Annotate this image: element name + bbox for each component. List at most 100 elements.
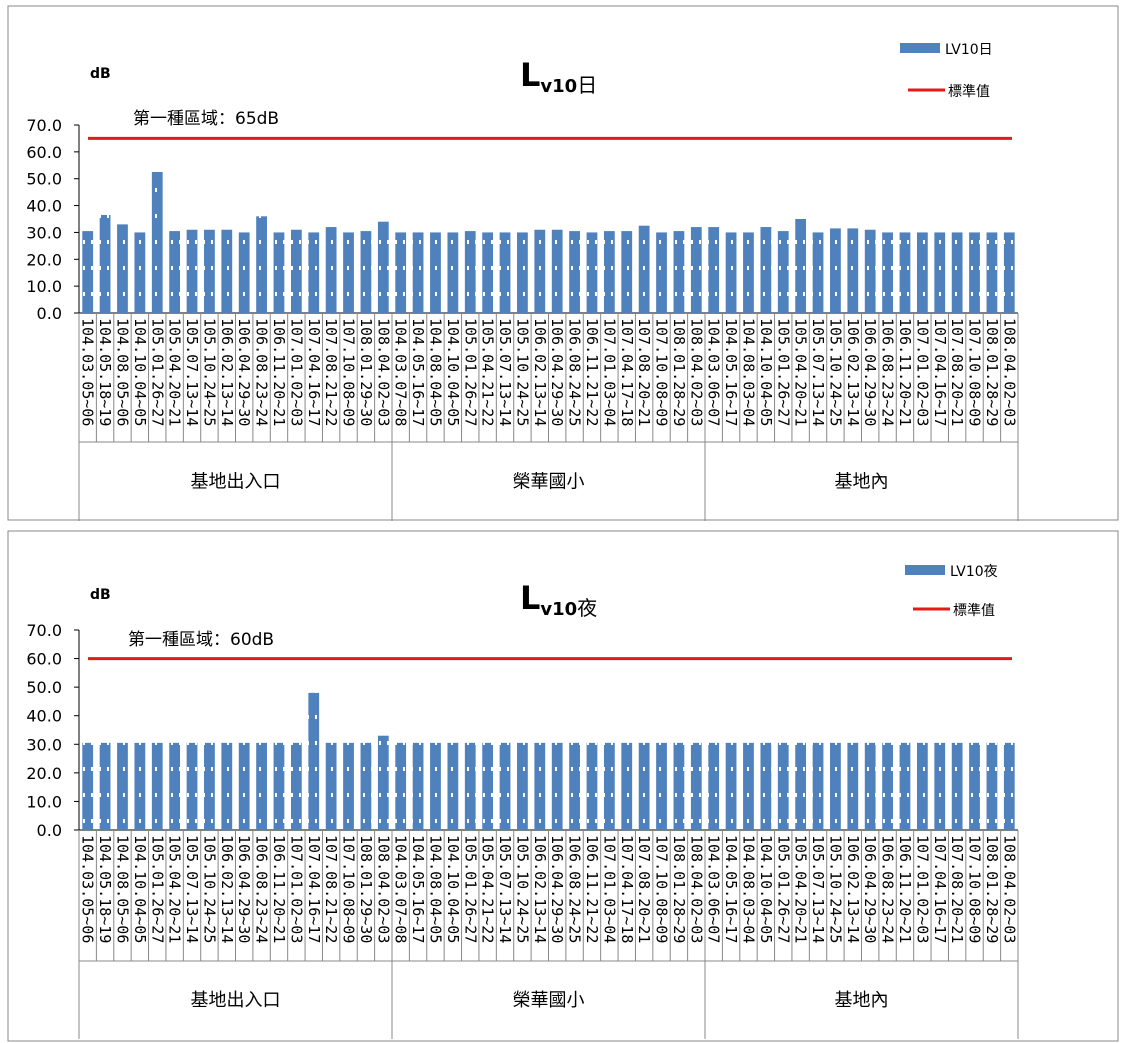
bar [673, 742, 685, 830]
category-tick-label: 107.08.21~22 [322, 835, 340, 943]
category-tick-label: 107.04.17~18 [618, 318, 636, 426]
category-tick-label: 107.08.21~22 [322, 318, 340, 426]
category-tick-label: 107.10.08~09 [966, 318, 984, 426]
legend-bar-label: LV10日 [945, 42, 993, 58]
bar [621, 742, 633, 830]
group-label: 榮華國小 [513, 472, 585, 493]
y-tick-label: 0.0 [37, 821, 62, 840]
bar [186, 229, 198, 313]
bar [551, 742, 563, 830]
bar [638, 742, 650, 830]
bar [82, 231, 94, 313]
group-label: 基地出入口 [191, 990, 281, 1011]
category-tick-label: 104.08.04~05 [426, 835, 444, 943]
category-tick-label: 105.10.24~25 [200, 318, 218, 426]
category-tick-label: 108.04.02~03 [687, 835, 705, 943]
chart-title: Lv10日 [520, 56, 597, 97]
category-tick-label: 104.10.04~05 [444, 318, 462, 426]
category-tick-label: 106.08.24~25 [566, 835, 584, 943]
category-tick-label: 105.04.21~22 [479, 835, 497, 943]
y-tick-label: 40.0 [26, 197, 62, 216]
y-tick-label: 20.0 [26, 250, 62, 269]
group-label: 基地出入口 [191, 472, 281, 493]
bar [777, 742, 789, 830]
y-tick-label: 50.0 [26, 678, 62, 697]
legend-bar-swatch [900, 43, 940, 53]
category-tick-label: 107.01.02~03 [287, 835, 305, 943]
y-tick-label: 50.0 [26, 170, 62, 189]
bar [482, 742, 494, 830]
bar [499, 742, 511, 830]
category-tick-label: 104.03.06~07 [705, 318, 723, 426]
bar [395, 742, 407, 830]
category-tick-label: 106.02.13~14 [218, 318, 236, 426]
category-tick-label: 104.03.06~07 [705, 835, 723, 943]
bar [603, 231, 615, 313]
legend-bar-swatch [905, 565, 945, 575]
chart-title: Lv10夜 [520, 579, 597, 620]
bar [916, 742, 928, 830]
unit-label: dB [90, 587, 111, 603]
bar [360, 742, 372, 830]
bar [499, 232, 511, 313]
bar [447, 742, 459, 830]
bar [812, 232, 824, 313]
chart-frame [7, 530, 1119, 1042]
bar [99, 214, 111, 313]
y-tick-label: 30.0 [26, 735, 62, 754]
category-tick-label: 104.05.16~17 [722, 318, 740, 426]
bar [290, 742, 302, 830]
standard-label: 第一種區域：60dB [128, 630, 274, 650]
category-tick-label: 106.02.13~14 [531, 835, 549, 943]
category-tick-label: 107.01.02~03 [913, 318, 931, 426]
category-tick-label: 104.08.05~06 [113, 318, 131, 426]
category-tick-label: 108.01.28~29 [670, 835, 688, 943]
group-label: 基地內 [835, 472, 889, 493]
category-tick-label: 105.07.13~14 [183, 835, 201, 943]
category-tick-label: 104.08.03~04 [739, 835, 757, 943]
bar [708, 742, 720, 830]
category-tick-label: 104.03.07~08 [392, 835, 410, 943]
legend-line-label: 標準值 [953, 603, 995, 619]
bar [951, 742, 963, 830]
bar [864, 742, 876, 830]
bar [725, 742, 737, 830]
category-tick-label: 104.10.04~05 [444, 835, 462, 943]
bar [117, 224, 128, 313]
category-tick-label: 106.04.29~30 [861, 835, 879, 943]
category-tick-label: 105.01.26~27 [148, 318, 166, 426]
category-tick-label: 106.08.23~24 [253, 835, 271, 943]
bar [204, 229, 215, 313]
y-tick-label: 70.0 [26, 621, 62, 640]
bar [395, 232, 407, 313]
bar [916, 232, 928, 313]
legend-bar-label: LV10夜 [950, 564, 998, 580]
bar [673, 231, 685, 313]
category-tick-label: 107.04.16~17 [931, 318, 949, 426]
category-tick-label: 108.01.29~30 [357, 835, 375, 943]
bar [777, 231, 789, 313]
y-tick-label: 40.0 [26, 707, 62, 726]
category-tick-label: 105.07.13~14 [809, 318, 827, 426]
category-tick-label: 107.04.16~17 [305, 318, 323, 426]
unit-label: dB [90, 66, 111, 82]
y-tick-label: 10.0 [26, 277, 62, 296]
bar [534, 742, 546, 830]
category-tick-label: 108.04.02~03 [374, 835, 392, 943]
bar [412, 742, 424, 830]
category-tick-label: 106.02.13~14 [531, 318, 549, 426]
group-label: 榮華國小 [513, 990, 585, 1011]
legend-line-label: 標準值 [948, 84, 990, 100]
bar [534, 229, 546, 313]
category-tick-label: 106.11.21~22 [583, 318, 601, 426]
category-tick-label: 105.04.20~21 [792, 835, 810, 943]
chart-title-suffix: 夜 [577, 596, 597, 620]
category-tick-label: 106.08.24~25 [566, 318, 584, 426]
category-tick-label: 107.01.02~03 [287, 318, 305, 426]
y-tick-label: 10.0 [26, 792, 62, 811]
bar [308, 232, 320, 313]
category-tick-label: 107.01.03~04 [600, 835, 618, 943]
category-tick-label: 108.01.29~30 [357, 318, 375, 426]
category-tick-label: 107.10.08~09 [966, 835, 984, 943]
category-tick-label: 104.05.16~17 [722, 835, 740, 943]
